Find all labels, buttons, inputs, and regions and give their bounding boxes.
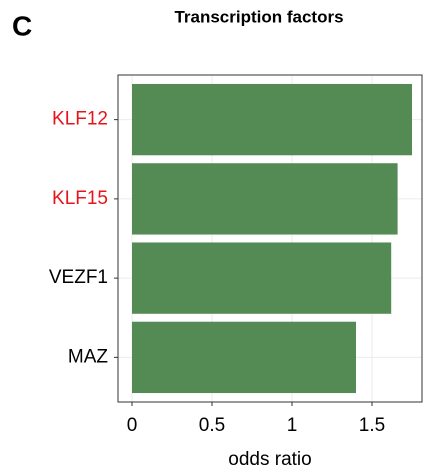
chart-title: Transcription factors <box>174 7 343 26</box>
bar <box>132 242 392 314</box>
y-tick-label: MAZ <box>68 346 109 367</box>
bar <box>132 83 412 156</box>
x-axis-label: odds ratio <box>228 449 311 470</box>
bar <box>132 163 398 235</box>
y-tick-label: KLF12 <box>52 109 108 130</box>
bar <box>132 321 356 394</box>
panel-label: C <box>12 10 32 41</box>
x-tick-label: 1.5 <box>359 415 385 436</box>
y-tick-label: KLF15 <box>52 188 108 209</box>
panel-border <box>117 74 423 403</box>
y-tick-label: VEZF1 <box>49 267 108 288</box>
x-tick-label: 1 <box>287 415 298 436</box>
x-tick-label: 0.5 <box>199 415 225 436</box>
x-tick-label: 0 <box>127 415 138 436</box>
